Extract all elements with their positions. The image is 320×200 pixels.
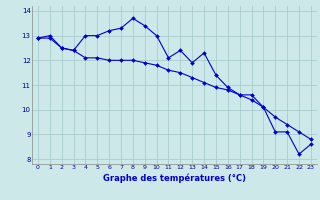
X-axis label: Graphe des températures (°C): Graphe des températures (°C) <box>103 173 246 183</box>
